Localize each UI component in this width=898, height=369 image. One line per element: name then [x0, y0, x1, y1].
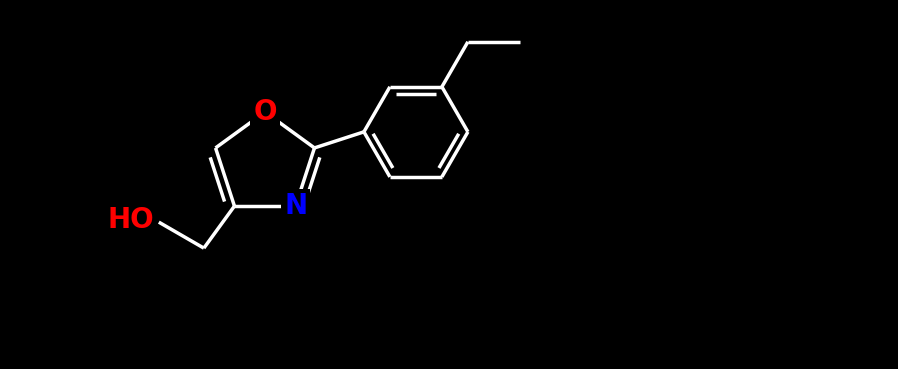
Text: HO: HO — [107, 206, 154, 234]
Text: N: N — [284, 192, 307, 220]
Text: O: O — [253, 98, 277, 126]
